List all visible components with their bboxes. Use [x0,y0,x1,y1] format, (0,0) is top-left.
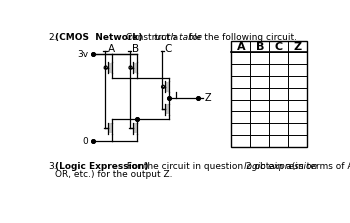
Bar [133,123,136,133]
Text: B: B [132,44,140,54]
Text: logic expression: logic expression [244,161,317,171]
Text: 2.: 2. [48,33,57,42]
Text: (Logic Expression): (Logic Expression) [55,161,148,171]
Bar [166,82,169,92]
Text: 3v: 3v [77,50,88,59]
Bar [231,41,307,147]
Text: B: B [256,41,264,52]
Text: OR, etc.) for the output Z.: OR, etc.) for the output Z. [55,170,172,179]
Text: A: A [237,41,245,52]
Bar [108,123,112,133]
Text: (in terms of AND,: (in terms of AND, [289,161,350,171]
Text: Construct a: Construct a [123,33,181,42]
Bar [133,63,136,72]
Text: Z: Z [294,41,302,52]
Text: truth table: truth table [154,33,202,42]
Text: 3.: 3. [48,161,57,171]
Text: C: C [275,41,283,52]
Bar [108,63,112,72]
Text: C: C [165,44,172,54]
Text: for the following circuit.: for the following circuit. [186,33,298,42]
Bar [166,104,169,114]
Text: 0: 0 [82,137,88,146]
Text: Z: Z [204,93,211,103]
Text: For the circuit in question 2 obtain a: For the circuit in question 2 obtain a [124,161,294,171]
Text: A: A [107,44,115,54]
Text: (CMOS  Network): (CMOS Network) [55,33,142,42]
